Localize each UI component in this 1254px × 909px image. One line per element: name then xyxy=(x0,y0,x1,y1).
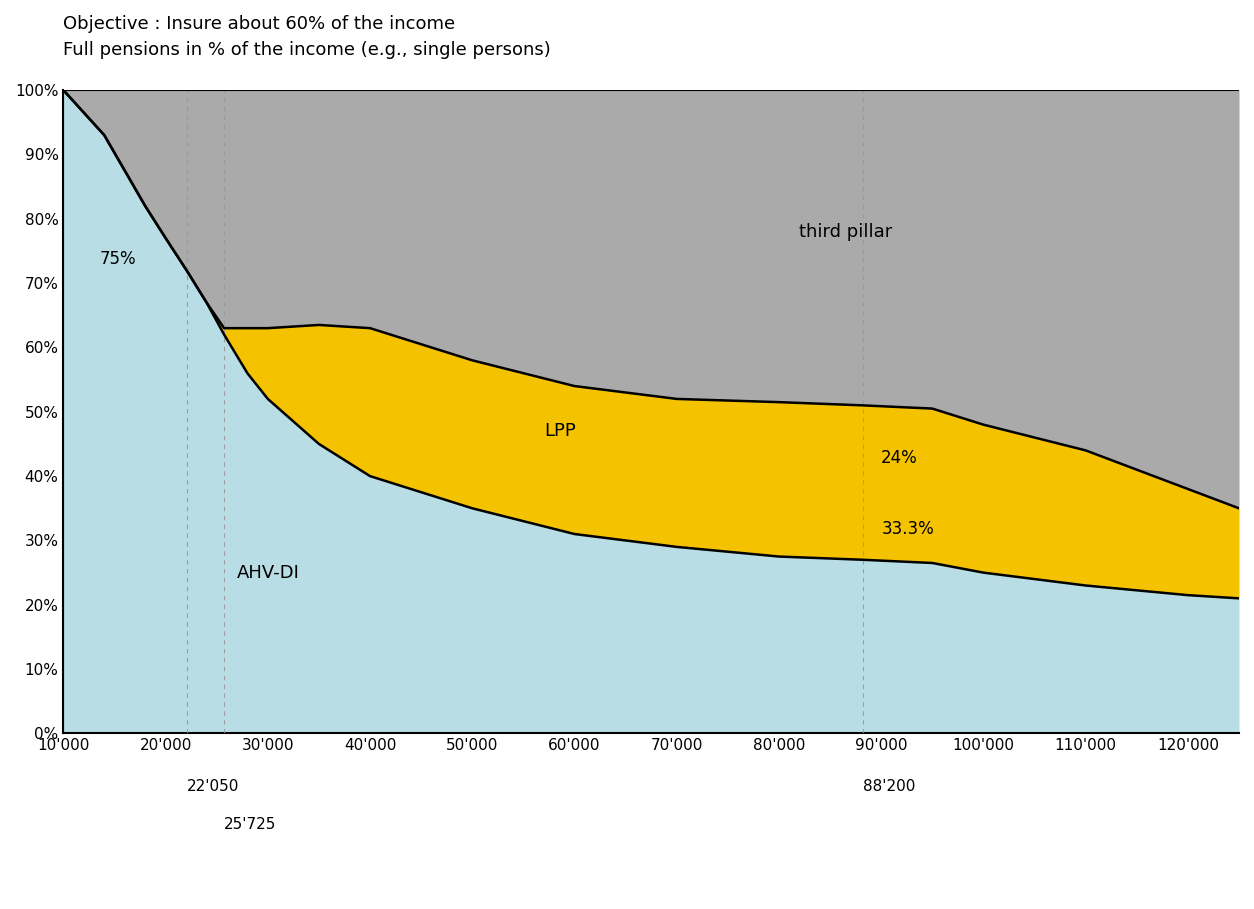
Text: 88'200: 88'200 xyxy=(863,778,915,794)
Text: 33.3%: 33.3% xyxy=(882,520,934,538)
Text: 75%: 75% xyxy=(99,250,135,268)
Text: 22'050: 22'050 xyxy=(187,778,240,794)
Text: AHV-DI: AHV-DI xyxy=(237,564,300,582)
Text: Objective : Insure about 60% of the income
Full pensions in % of the income (e.g: Objective : Insure about 60% of the inco… xyxy=(64,15,551,59)
Text: 25'725: 25'725 xyxy=(224,817,276,832)
Text: 24%: 24% xyxy=(882,449,918,467)
Text: LPP: LPP xyxy=(544,422,576,440)
Text: third pillar: third pillar xyxy=(799,223,893,241)
